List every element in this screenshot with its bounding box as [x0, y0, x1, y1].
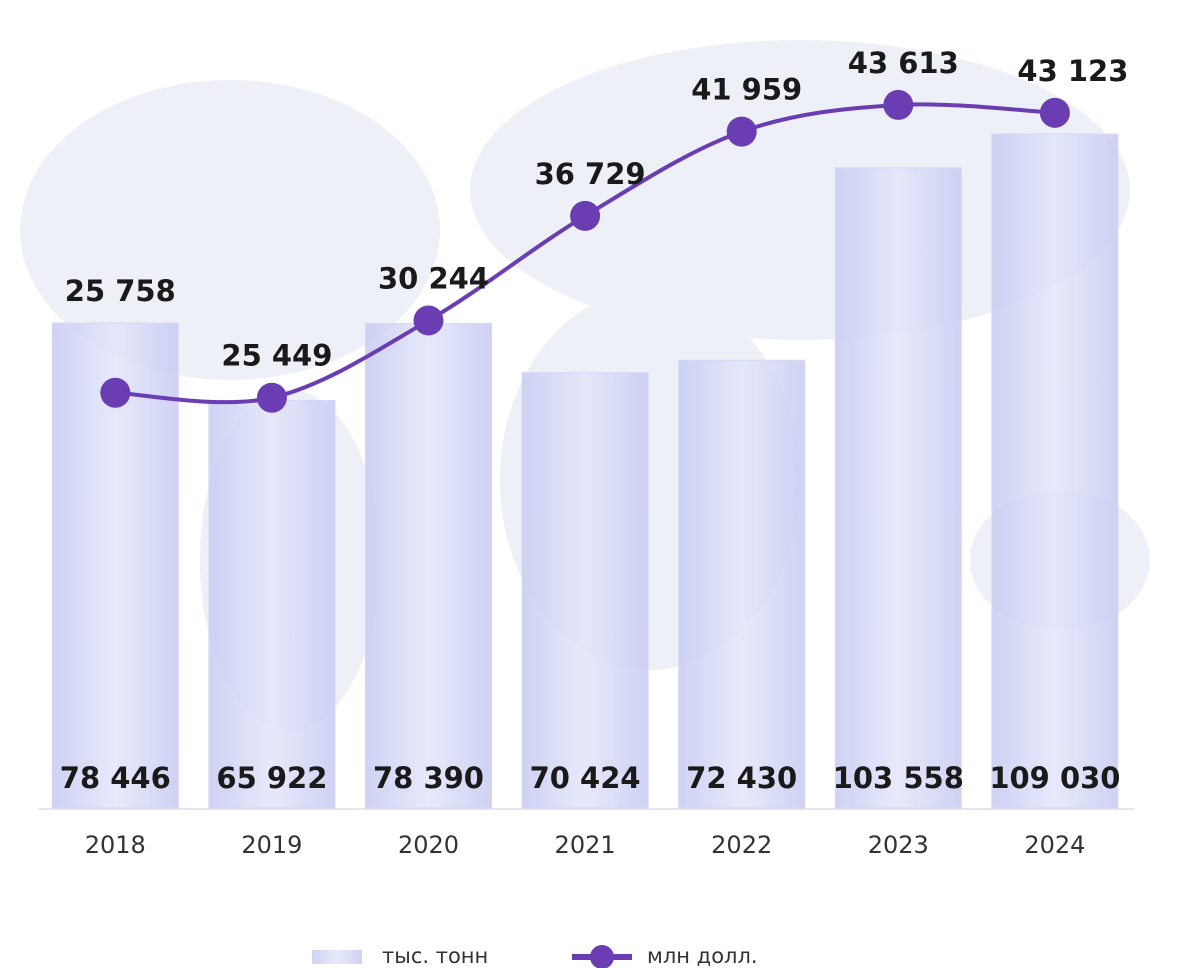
x-tick-label: 2021 — [555, 831, 616, 859]
bar — [678, 359, 806, 809]
legend-swatch — [312, 950, 362, 964]
line-marker — [256, 382, 287, 413]
bar-value-label: 78 390 — [373, 761, 484, 795]
bar — [991, 133, 1119, 809]
line-marker — [100, 377, 131, 408]
x-tick-label: 2018 — [85, 831, 146, 859]
bar — [208, 399, 336, 809]
line-value-label: 41 959 — [691, 73, 802, 107]
bar — [834, 167, 962, 809]
line-marker — [883, 89, 914, 120]
x-tick-label: 2023 — [868, 831, 929, 859]
line-marker — [570, 200, 601, 231]
legend-label: млн долл. — [647, 944, 758, 968]
bar-value-label: 103 558 — [833, 761, 964, 795]
line-value-label: 25 758 — [65, 274, 176, 308]
bar — [51, 322, 179, 809]
bar-value-label: 109 030 — [989, 761, 1120, 795]
line-value-label: 25 449 — [221, 339, 332, 373]
x-tick-label: 2024 — [1024, 831, 1085, 859]
line-value-label: 30 244 — [378, 261, 489, 295]
line-marker — [1039, 97, 1070, 128]
bar-value-label: 70 424 — [530, 761, 641, 795]
bar-value-label: 65 922 — [216, 761, 327, 795]
line-marker — [413, 305, 444, 336]
x-tick-label: 2019 — [241, 831, 302, 859]
bar-value-label: 78 446 — [60, 761, 171, 795]
bar — [521, 372, 649, 809]
line-value-label: 36 729 — [535, 157, 646, 191]
x-tick-label: 2020 — [398, 831, 459, 859]
bar — [365, 322, 492, 809]
x-tick-label: 2022 — [711, 831, 772, 859]
legend-label: тыс. тонн — [382, 944, 488, 968]
line-value-label: 43 613 — [848, 46, 959, 80]
line-value-label: 43 123 — [1017, 54, 1128, 88]
bar-value-label: 72 430 — [686, 761, 797, 795]
line-marker — [726, 116, 757, 147]
legend-swatch — [590, 945, 614, 968]
